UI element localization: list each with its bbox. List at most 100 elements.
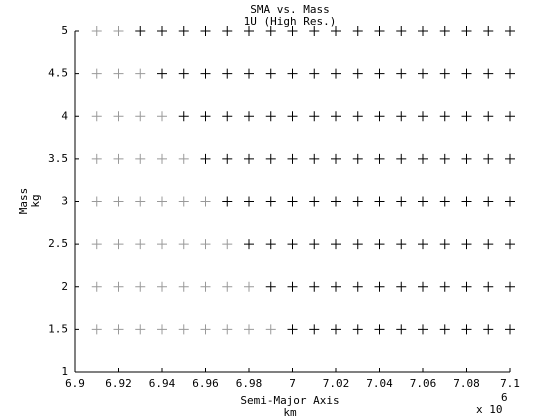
y-tick-label: 2 bbox=[61, 280, 68, 293]
marker bbox=[157, 196, 167, 207]
marker bbox=[352, 68, 363, 79]
marker bbox=[200, 239, 211, 250]
y-axis-unit: kg bbox=[29, 194, 42, 207]
marker bbox=[374, 196, 385, 207]
marker bbox=[287, 281, 298, 292]
x-tick-label: 7.08 bbox=[453, 377, 480, 390]
marker bbox=[461, 196, 472, 207]
marker bbox=[222, 26, 233, 36]
marker bbox=[265, 281, 276, 292]
marker bbox=[505, 68, 515, 79]
marker bbox=[91, 196, 102, 207]
marker bbox=[505, 196, 515, 207]
marker bbox=[244, 239, 254, 250]
marker bbox=[178, 196, 189, 207]
marker bbox=[352, 153, 363, 164]
marker bbox=[396, 68, 407, 79]
marker bbox=[396, 153, 407, 164]
marker bbox=[135, 68, 146, 79]
marker bbox=[113, 239, 124, 250]
marker bbox=[200, 324, 211, 335]
marker bbox=[352, 111, 363, 122]
marker bbox=[374, 111, 385, 122]
x-tick-label: 6.94 bbox=[149, 377, 176, 390]
marker bbox=[222, 324, 233, 335]
marker bbox=[331, 281, 341, 292]
x-tick-label: 7.04 bbox=[366, 377, 393, 390]
marker bbox=[222, 196, 233, 207]
marker bbox=[157, 324, 167, 335]
marker bbox=[439, 153, 450, 164]
marker bbox=[396, 26, 407, 36]
marker bbox=[374, 324, 385, 335]
marker bbox=[178, 281, 189, 292]
chart-subtitle: 1U (High Res.) bbox=[244, 15, 337, 28]
marker bbox=[287, 26, 298, 36]
marker bbox=[135, 196, 146, 207]
marker bbox=[222, 239, 233, 250]
marker bbox=[178, 324, 189, 335]
marker bbox=[113, 281, 124, 292]
marker bbox=[331, 68, 341, 79]
marker bbox=[352, 196, 363, 207]
marker bbox=[418, 68, 428, 79]
y-tick-label: 5 bbox=[61, 24, 68, 37]
marker bbox=[439, 111, 450, 122]
y-tick-label: 2.5 bbox=[48, 237, 68, 250]
marker bbox=[287, 324, 298, 335]
marker bbox=[135, 153, 146, 164]
marker bbox=[157, 153, 167, 164]
marker bbox=[113, 324, 124, 335]
marker bbox=[309, 68, 320, 79]
marker bbox=[244, 324, 254, 335]
y-tick-label: 3 bbox=[61, 195, 68, 208]
marker bbox=[178, 111, 189, 122]
marker bbox=[265, 239, 276, 250]
marker bbox=[352, 281, 363, 292]
marker bbox=[331, 324, 341, 335]
marker bbox=[178, 153, 189, 164]
marker bbox=[439, 196, 450, 207]
marker bbox=[91, 239, 102, 250]
marker bbox=[200, 26, 211, 36]
marker bbox=[439, 26, 450, 36]
marker bbox=[265, 111, 276, 122]
marker bbox=[461, 324, 472, 335]
marker bbox=[483, 281, 494, 292]
marker bbox=[374, 153, 385, 164]
x-multiplier-base: x 10 bbox=[476, 403, 503, 416]
marker bbox=[157, 26, 167, 36]
marker bbox=[200, 111, 211, 122]
marker bbox=[505, 111, 515, 122]
marker bbox=[178, 239, 189, 250]
marker bbox=[244, 153, 254, 164]
x-axis-label: Semi-Major Axis bbox=[240, 394, 339, 407]
marker bbox=[157, 281, 167, 292]
marker bbox=[265, 26, 276, 36]
marker bbox=[461, 281, 472, 292]
marker bbox=[222, 281, 233, 292]
y-tick-label: 1 bbox=[61, 365, 68, 378]
marker bbox=[157, 68, 167, 79]
marker bbox=[505, 239, 515, 250]
marker bbox=[113, 153, 124, 164]
marker bbox=[91, 68, 102, 79]
marker bbox=[418, 26, 428, 36]
marker bbox=[178, 26, 189, 36]
x-tick-label: 6.92 bbox=[105, 377, 132, 390]
marker bbox=[309, 281, 320, 292]
marker bbox=[265, 324, 276, 335]
marker bbox=[331, 239, 341, 250]
marker bbox=[483, 239, 494, 250]
marker bbox=[178, 68, 189, 79]
marker bbox=[287, 153, 298, 164]
chart-title: SMA vs. Mass bbox=[250, 3, 329, 16]
marker bbox=[505, 153, 515, 164]
marker bbox=[331, 153, 341, 164]
marker bbox=[287, 196, 298, 207]
marker bbox=[483, 111, 494, 122]
x-tick-label: 7.1 bbox=[500, 377, 520, 390]
marker bbox=[396, 281, 407, 292]
marker bbox=[418, 196, 428, 207]
marker bbox=[418, 153, 428, 164]
